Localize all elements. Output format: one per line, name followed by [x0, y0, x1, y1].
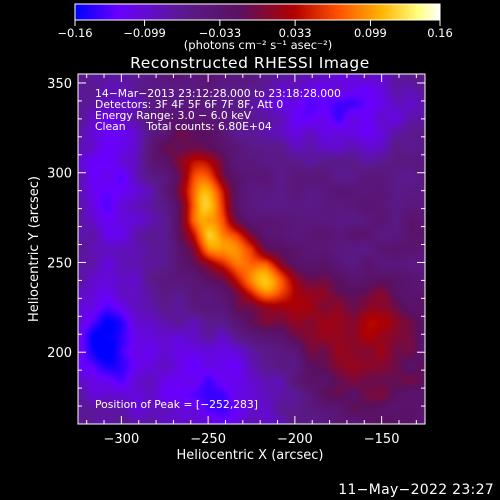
x-tick-label: −250 — [190, 432, 226, 447]
annotation-peak-position: Position of Peak = [−252,283] — [95, 398, 258, 411]
footer-timestamp: 11−May−2022 23:27 — [338, 482, 494, 498]
x-tick-label: −300 — [104, 432, 140, 447]
x-axis-label: Heliocentric X (arcsec) — [177, 448, 324, 463]
y-tick-label: 300 — [47, 167, 72, 182]
colorbar-tick-label: 0.033 — [279, 26, 312, 40]
colorbar-ticks — [74, 20, 441, 26]
x-tick-label: −200 — [277, 432, 313, 447]
chart-title: Reconstructed RHESSI Image — [130, 54, 370, 72]
heatmap-image — [78, 74, 425, 424]
colorbar-unit-label: (photons cm⁻² s⁻¹ asec⁻²) — [184, 38, 332, 52]
annotation-clean-counts: Clean Total counts: 6.80E+04 — [95, 120, 272, 133]
colorbar-tick-label: −0.16 — [57, 26, 92, 40]
y-axis-tick-labels: 200 250 300 350 — [47, 77, 72, 361]
colorbar-tick-label: 0.099 — [354, 26, 387, 40]
annotation-time-range: 14−Mar−2013 23:12:28.000 to 23:18:28.000 — [95, 87, 341, 100]
colorbar-tick-labels: −0.16 −0.099 −0.033 0.033 0.099 0.16 — [57, 26, 452, 40]
y-tick-label: 250 — [47, 256, 72, 271]
colorbar — [74, 3, 441, 21]
annotation-detectors: Detectors: 3F 4F 5F 6F 7F 8F, Att 0 — [95, 98, 283, 111]
x-axis-tick-labels: −300 −250 −200 −150 — [104, 432, 400, 447]
x-axis-ticks — [86, 74, 417, 424]
colorbar-tick-label: −0.033 — [199, 26, 242, 40]
y-tick-label: 200 — [47, 346, 72, 361]
plot-frame — [77, 73, 426, 425]
y-axis-ticks — [78, 82, 425, 407]
x-tick-label: −150 — [364, 432, 400, 447]
colorbar-tick-label: 0.16 — [427, 26, 453, 40]
annotation-energy-range: Energy Range: 3.0 − 6.0 keV — [95, 109, 252, 122]
y-tick-label: 350 — [47, 77, 72, 92]
plot-annotations: 14−Mar−2013 23:12:28.000 to 23:18:28.000… — [95, 87, 341, 411]
colorbar-tick-label: −0.099 — [123, 26, 166, 40]
y-axis-label: Heliocentric Y (arcsec) — [27, 176, 42, 322]
